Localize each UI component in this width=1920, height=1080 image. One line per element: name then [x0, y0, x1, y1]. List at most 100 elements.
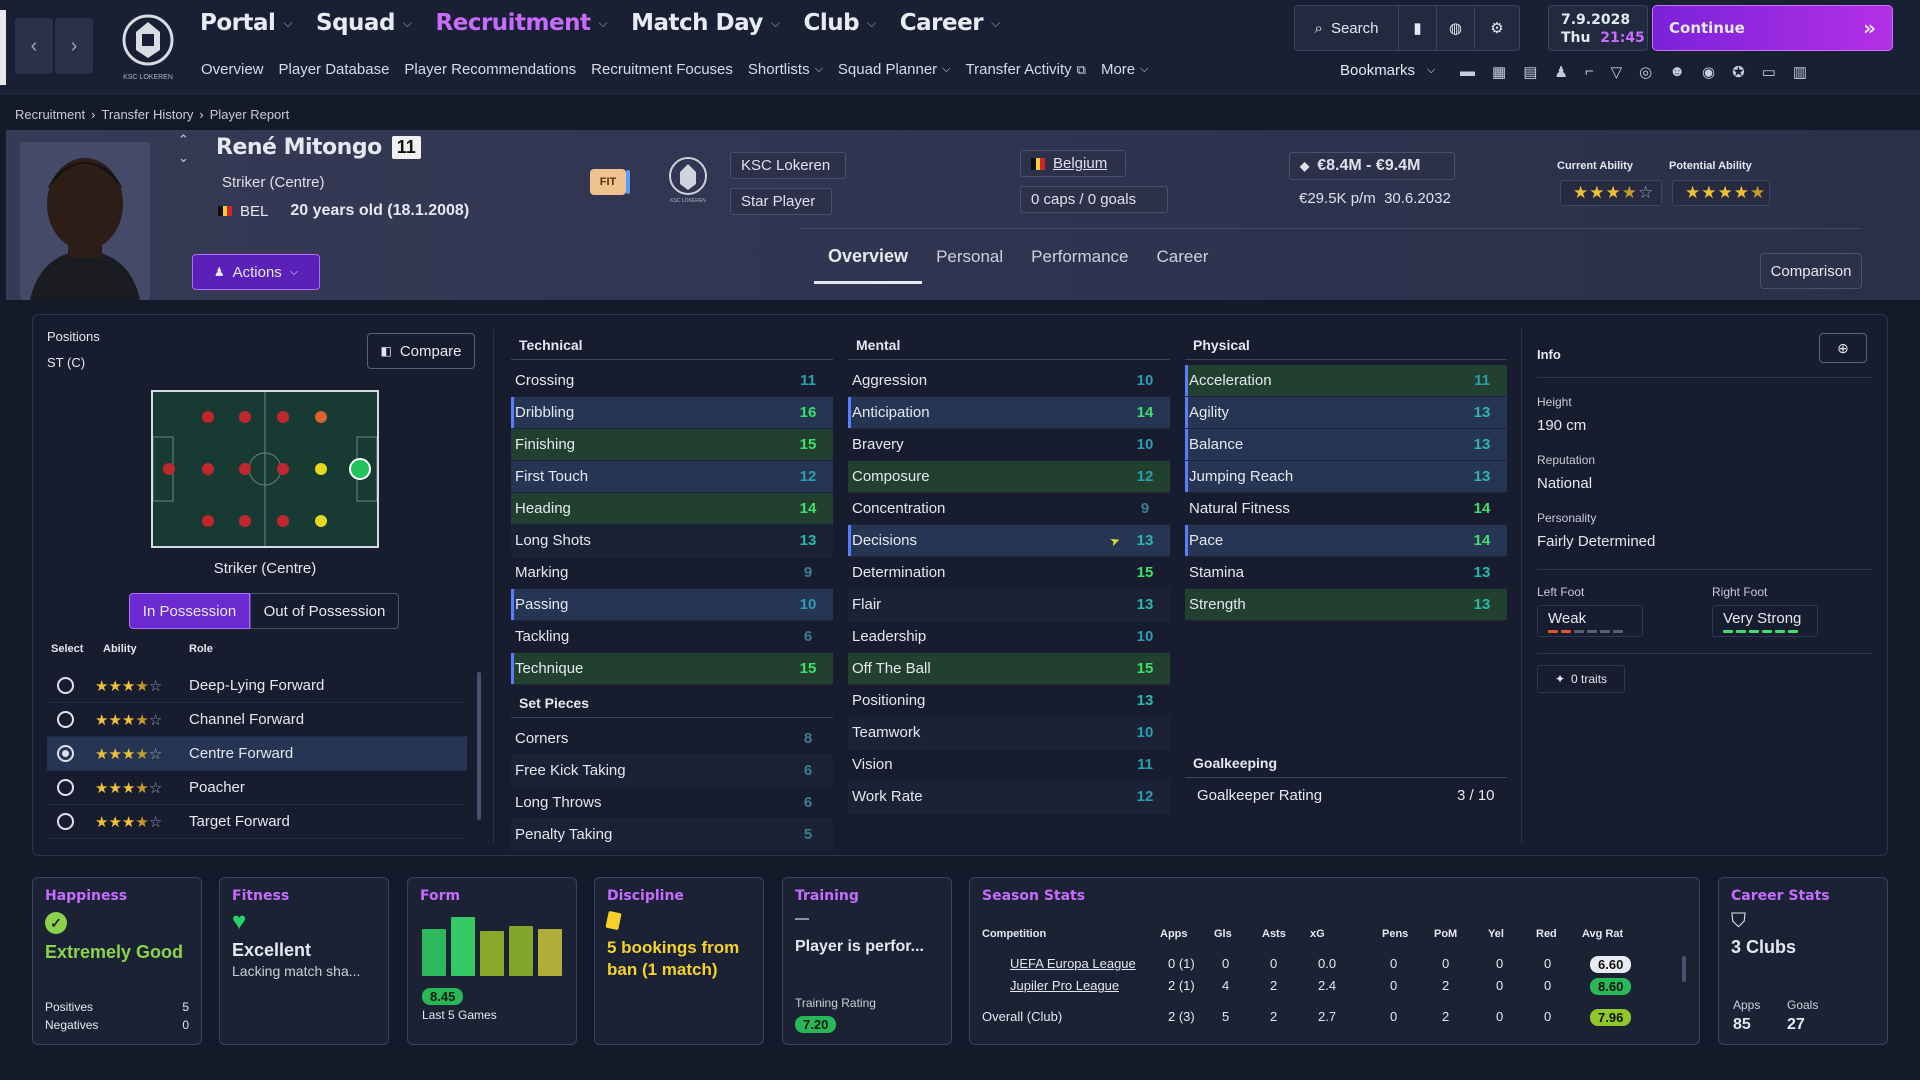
attribute-row[interactable]: Crossing 11: [511, 365, 833, 397]
attribute-row[interactable]: Tackling 6: [511, 621, 833, 653]
attribute-row[interactable]: Leadership 10: [848, 621, 1170, 653]
role-row[interactable]: ★★★★☆ Poacher: [47, 771, 467, 805]
attribute-row[interactable]: Work Rate 12: [848, 781, 1170, 813]
subnav-shortlists[interactable]: Shortlists ⌵: [748, 61, 823, 78]
attribute-row[interactable]: Corners 8: [511, 723, 833, 755]
attribute-row[interactable]: Marking 9: [511, 557, 833, 589]
role-row[interactable]: ★★★★☆ Channel Forward: [47, 703, 467, 737]
nav-squad[interactable]: Squad ⌵: [316, 10, 412, 36]
scout-button[interactable]: ◍: [1437, 6, 1475, 50]
tab-career[interactable]: Career: [1143, 240, 1223, 284]
actions-button[interactable]: ♟ Actions ⌵: [192, 254, 320, 290]
attribute-row[interactable]: Strength 13: [1185, 589, 1507, 621]
subnav-more[interactable]: More ⌵: [1101, 61, 1149, 78]
role-row[interactable]: ★★★★☆ Centre Forward: [47, 737, 467, 771]
in-possession-toggle[interactable]: In Possession: [129, 593, 250, 629]
attribute-row[interactable]: First Touch 12: [511, 461, 833, 493]
happiness-card[interactable]: Happiness ✓ Extremely Good Positives 5 N…: [32, 877, 202, 1045]
attribute-row[interactable]: Penalty Taking 5: [511, 819, 833, 851]
attribute-row[interactable]: Teamwork 10: [848, 717, 1170, 749]
attribute-row[interactable]: Dribbling 16: [511, 397, 833, 429]
attribute-row[interactable]: Balance 13: [1185, 429, 1507, 461]
attribute-row[interactable]: Long Shots 13: [511, 525, 833, 557]
nav-match-day[interactable]: Match Day ⌵: [631, 10, 780, 36]
attribute-row[interactable]: Composure 12: [848, 461, 1170, 493]
attribute-row[interactable]: Natural Fitness 14: [1185, 493, 1507, 525]
attribute-row[interactable]: Decisions ➤ 13: [848, 525, 1170, 557]
compare-button[interactable]: ◧ Compare: [367, 333, 475, 369]
attribute-row[interactable]: Stamina 13: [1185, 557, 1507, 589]
role-row[interactable]: ★★★★☆ Deep-Lying Forward: [47, 669, 467, 703]
traits-button[interactable]: ✦ 0 traits: [1537, 665, 1625, 693]
target-icon[interactable]: ◎: [1639, 64, 1653, 81]
attribute-row[interactable]: Free Kick Taking 6: [511, 755, 833, 787]
breadcrumb-recruitment[interactable]: Recruitment: [15, 107, 86, 122]
career-stats-card[interactable]: Career Stats ⛉ 3 Clubs Apps 85 Goals 27: [1718, 877, 1888, 1045]
season-scrollbar[interactable]: [1682, 956, 1686, 982]
settings-button[interactable]: ⚙: [1475, 6, 1519, 50]
comparison-button[interactable]: Comparison: [1760, 253, 1862, 289]
prev-player-button[interactable]: ⌃: [178, 132, 189, 147]
tab-overview[interactable]: Overview: [814, 240, 923, 284]
attribute-row[interactable]: Agility 13: [1185, 397, 1507, 429]
nav-portal[interactable]: Portal ⌵: [200, 10, 292, 36]
continue-button[interactable]: Continue »: [1652, 5, 1893, 51]
attribute-row[interactable]: Flair 13: [848, 589, 1170, 621]
clipboard-icon[interactable]: ▤: [1523, 64, 1538, 81]
club-name[interactable]: KSC Lokeren: [730, 152, 846, 179]
inbox-button[interactable]: ▮: [1399, 6, 1437, 50]
boot-icon[interactable]: ⌐: [1584, 63, 1594, 80]
subnav-transfer-activity[interactable]: Transfer Activity ⧉: [966, 61, 1086, 78]
attribute-row[interactable]: Pace 14: [1185, 525, 1507, 557]
subnav-squad-planner[interactable]: Squad Planner ⌵: [838, 61, 951, 78]
info-settings-button[interactable]: ⊕: [1819, 333, 1867, 363]
subnav-player-recommendations[interactable]: Player Recommendations: [404, 61, 577, 78]
person-icon[interactable]: ♟: [1554, 64, 1568, 81]
nav-recruitment[interactable]: Recruitment ⌵: [436, 10, 608, 36]
role-radio[interactable]: [57, 745, 74, 762]
attribute-row[interactable]: Aggression 10: [848, 365, 1170, 397]
tab-personal[interactable]: Personal: [922, 240, 1017, 284]
role-radio[interactable]: [57, 779, 74, 796]
attribute-row[interactable]: Determination 15: [848, 557, 1170, 589]
schedule-icon[interactable]: ▥: [1792, 64, 1808, 81]
nav-club[interactable]: Club ⌵: [804, 10, 877, 36]
attribute-row[interactable]: Positioning 13: [848, 685, 1170, 717]
training-card[interactable]: Training Player is perfor... Training Ra…: [782, 877, 952, 1045]
bookmarks-menu[interactable]: Bookmarks ⌵: [1340, 62, 1435, 79]
attribute-row[interactable]: Technique 15: [511, 653, 833, 685]
world-icon[interactable]: ◉: [1702, 64, 1716, 81]
subnav-player-database[interactable]: Player Database: [278, 61, 390, 78]
attribute-row[interactable]: Off The Ball 15: [848, 653, 1170, 685]
next-player-button[interactable]: ⌄: [178, 150, 189, 165]
role-list-scrollbar[interactable]: [477, 672, 481, 820]
form-card[interactable]: Form 8.45 Last 5 Games: [407, 877, 577, 1045]
role-radio[interactable]: [57, 677, 74, 694]
attribute-row[interactable]: Bravery 10: [848, 429, 1170, 461]
attribute-row[interactable]: Jumping Reach 13: [1185, 461, 1507, 493]
discipline-card[interactable]: Discipline 5 bookings from ban (1 match): [594, 877, 764, 1045]
nation-link[interactable]: Belgium: [1020, 150, 1126, 177]
shirt-icon[interactable]: ▽: [1610, 64, 1623, 81]
back-button[interactable]: ‹: [15, 18, 53, 74]
attribute-row[interactable]: Passing 10: [511, 589, 833, 621]
date-box[interactable]: 7.9.2028 Thu 21:45: [1548, 5, 1648, 51]
forward-button[interactable]: ›: [55, 18, 93, 74]
attribute-row[interactable]: Heading 14: [511, 493, 833, 525]
calendar-icon[interactable]: ▦: [1492, 64, 1507, 81]
group-icon[interactable]: ✪: [1732, 64, 1745, 81]
attribute-row[interactable]: Concentration 9: [848, 493, 1170, 525]
role-radio[interactable]: [57, 711, 74, 728]
attribute-row[interactable]: Acceleration 11: [1185, 365, 1507, 397]
breadcrumb-transfer-history[interactable]: Transfer History: [101, 107, 194, 122]
attribute-row[interactable]: Anticipation 14: [848, 397, 1170, 429]
search-button[interactable]: ⌕ Search: [1295, 6, 1399, 50]
attribute-row[interactable]: Finishing 15: [511, 429, 833, 461]
subnav-recruitment-focuses[interactable]: Recruitment Focuses: [591, 61, 733, 78]
document-icon[interactable]: ▭: [1761, 64, 1776, 81]
team-icon[interactable]: ☻: [1669, 63, 1686, 80]
attribute-row[interactable]: Long Throws 6: [511, 787, 833, 819]
role-row[interactable]: ★★★★☆ Target Forward: [47, 805, 467, 839]
tab-performance[interactable]: Performance: [1017, 240, 1142, 284]
attribute-row[interactable]: Vision 11: [848, 749, 1170, 781]
